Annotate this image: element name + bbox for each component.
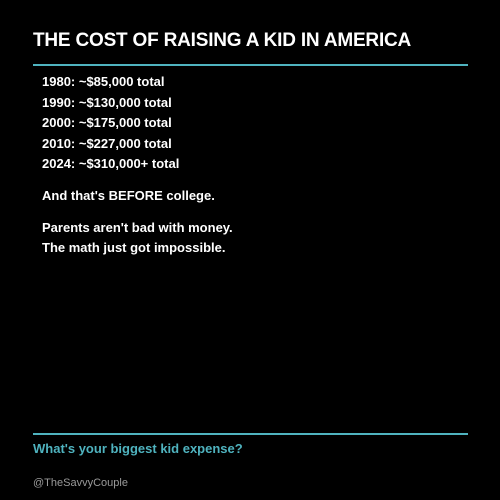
note: The math just got impossible.: [42, 240, 226, 255]
cost-item: 1980: ~$85,000 total: [42, 74, 165, 89]
title: THE COST OF RAISING A KID IN AMERICA: [33, 30, 412, 51]
cost-item: 2024: ~$310,000+ total: [42, 156, 180, 171]
cost-item: 2010: ~$227,000 total: [42, 135, 172, 151]
cost-item: 2000: ~$175,000 total: [42, 115, 172, 130]
divider: [33, 433, 468, 435]
note: Parents aren't bad with money.: [42, 220, 233, 235]
handle: @TheSavvyCouple: [33, 477, 128, 489]
divider: [33, 64, 468, 66]
question: What's your biggest kid expense?: [33, 441, 243, 456]
note: And that's BEFORE college.: [42, 188, 215, 203]
cost-item: 1990: ~$130,000 total: [42, 94, 172, 110]
